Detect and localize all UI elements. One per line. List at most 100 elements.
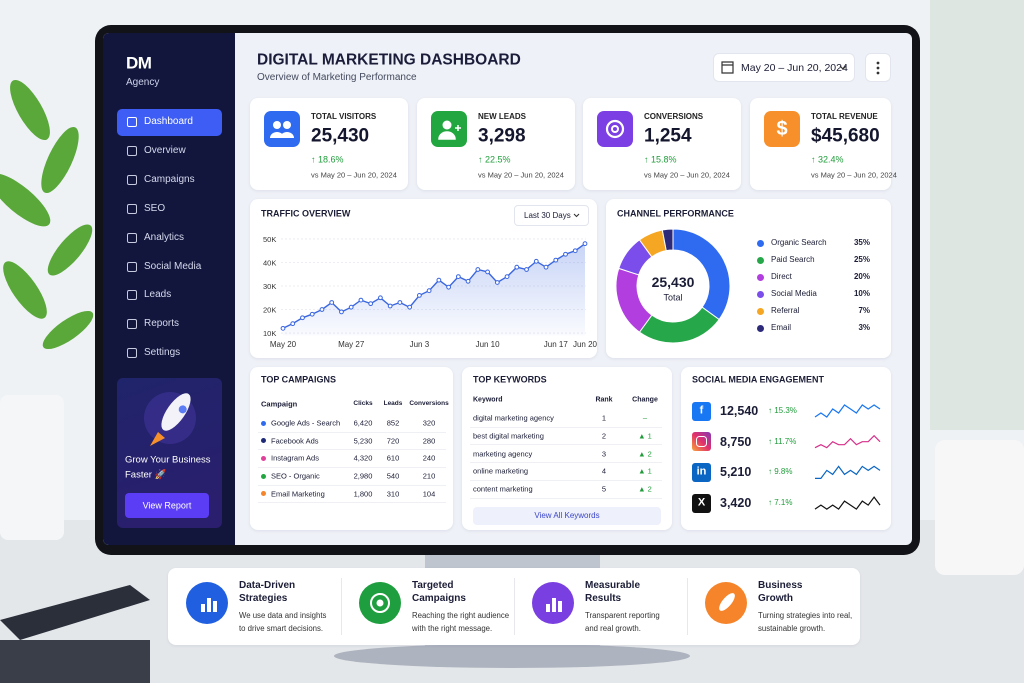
table-cell: Email Marketing [271,489,325,499]
column-header: Rank [595,396,613,404]
social-change: ↑ 11.7% [768,436,797,446]
table-cell: 320 [422,418,436,428]
table-cell: Facebook Ads [271,435,319,445]
plant-pot [0,395,64,540]
table-cell: ▲ 2 [638,484,652,494]
legend-value: 25% [853,255,870,264]
kpi-label: TOTAL REVENUE [811,112,878,121]
promo-button[interactable] [125,493,209,518]
row-divider [470,479,662,481]
legend-label: Email [771,323,792,332]
legend-value: 20% [853,272,870,281]
nav-item[interactable]: Overview [144,144,186,156]
range-label[interactable]: Last 30 Days [524,210,571,220]
legend-value: 7% [858,306,870,315]
promo-text: Grow Your Business [125,454,211,466]
range-dropdown[interactable] [514,205,589,226]
row-divider [258,466,446,468]
kpi-change: ↑ 22.5% [478,154,511,165]
nav-item[interactable]: Campaigns [144,173,195,185]
kpi-icon [764,111,800,147]
nav-icon [127,145,137,156]
legend-dot [757,256,764,264]
kpi-change: ↑ 18.6% [311,154,344,165]
social-icon [692,401,711,421]
nav-icon [127,232,137,243]
keywords-button-label[interactable]: View All Keywords [534,511,600,520]
channel-card [606,199,891,358]
feature-text: Transparent reporting [585,611,660,621]
legend-label: Referral [771,306,800,315]
nav-item[interactable]: Reports [144,318,180,330]
table-cell: 310 [386,489,400,499]
feature-title: Strategies [239,593,288,604]
logo: DM [126,53,152,73]
date-picker[interactable] [713,53,855,82]
keywords-card [462,367,672,530]
table-cell: best digital marketing [473,431,544,441]
nav-item[interactable]: Analytics [144,231,185,243]
table-cell: 210 [422,471,436,481]
card-title: TOP CAMPAIGNS [261,374,337,385]
nav-item[interactable]: Settings [144,347,181,359]
row-divider [258,431,446,433]
nav-icon [127,319,137,330]
donut-center-label: Total [663,292,683,303]
card-title: SOCIAL MEDIA ENGAGEMENT [692,374,825,385]
row-divider [470,497,662,499]
social-value: 3,420 [720,495,752,510]
table-cell: – [642,413,648,423]
feature-title: Campaigns [412,593,466,604]
legend-label: Social Media [771,289,817,298]
feature-text: Reaching the right audience [412,611,510,621]
table-cell: SEO - Organic [271,471,320,481]
feature-text: to drive smart decisions. [239,624,324,634]
nav-item[interactable]: Dashboard [144,116,193,127]
notebook [0,640,150,683]
keywords-button[interactable] [473,507,661,525]
feature-text: sustainable growth. [758,624,826,634]
more-button[interactable] [865,53,891,82]
feature-text: with the right message. [412,624,493,634]
legend-dot [757,239,764,247]
feature-icon [705,582,747,624]
feature-title: Results [585,593,622,604]
card-title: CHANNEL PERFORMANCE [617,208,734,219]
table-cell: 2,980 [353,471,373,481]
row-divider [470,444,662,446]
feature-text: and real growth. [585,624,641,634]
feature-title: Growth [758,593,793,604]
table-cell: 1,800 [353,489,373,499]
table-cell: 3 [601,448,607,458]
page-subtitle: Overview of Marketing Performance [257,72,417,83]
promo-button-label[interactable]: View Report [142,500,192,510]
nav-icon [127,348,137,359]
kpi-icon [264,111,300,147]
table-cell: marketing agency [473,448,533,458]
kpi-label: CONVERSIONS [644,112,704,121]
table-cell: Google Ads - Search [271,418,341,428]
nav-icon [127,203,137,214]
feature-title: Measurable [585,580,641,591]
kpi-period: vs May 20 – Jun 20, 2024 [811,170,897,180]
legend-label: Paid Search [771,255,815,264]
social-change: ↑ 15.3% [768,406,797,415]
donut-center-value: 25,430 [651,274,695,290]
table-cell: 280 [422,435,436,445]
legend-value: 10% [853,289,870,298]
nav-item[interactable]: SEO [144,202,166,214]
nav-item[interactable]: Social Media [144,260,202,272]
column-header: Change [632,396,658,404]
row-divider [470,462,662,464]
kpi-icon [597,111,633,147]
table-cell: 4,320 [353,453,373,463]
feature-title: Data-Driven [239,580,296,591]
kpi-period: vs May 20 – Jun 20, 2024 [478,170,564,180]
date-range[interactable]: May 20 – Jun 20, 2024 [741,61,848,74]
nav-item[interactable]: Leads [144,289,172,301]
card-title: TOP KEYWORDS [473,374,547,385]
plant [0,79,94,350]
card-title: TRAFFIC OVERVIEW [261,208,351,219]
social-icon [692,462,711,482]
